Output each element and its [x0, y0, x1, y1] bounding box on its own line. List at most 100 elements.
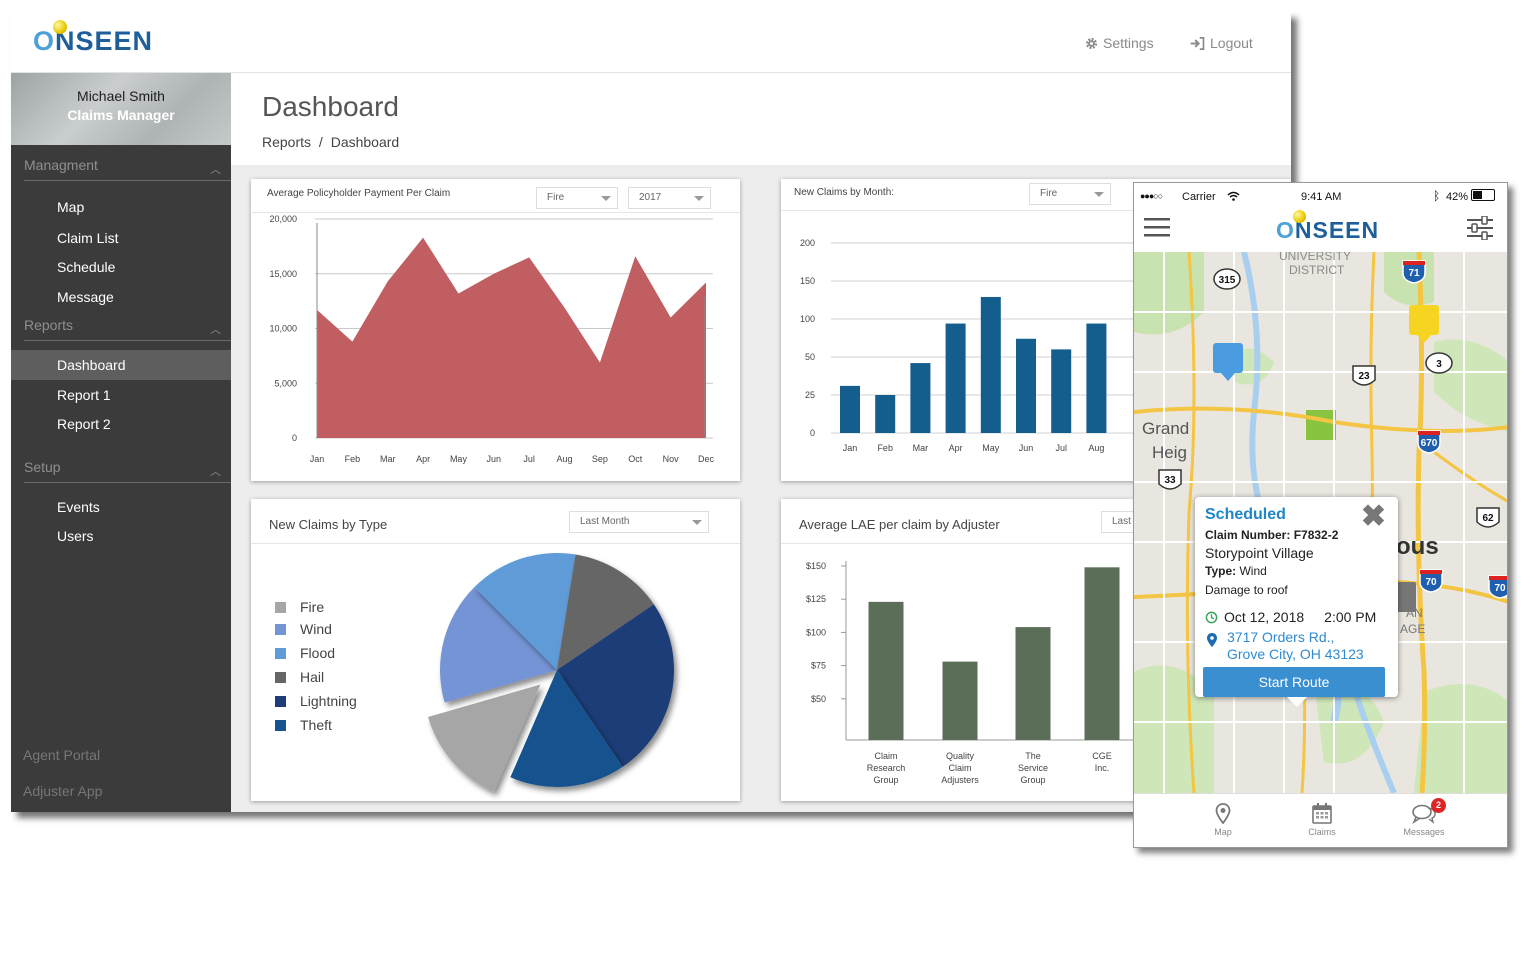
- sidebar-item-users[interactable]: Users: [57, 528, 94, 544]
- sidebar-item-message[interactable]: Message: [57, 289, 114, 305]
- clock-label: 9:41 AM: [1301, 191, 1342, 203]
- bar: [945, 323, 966, 433]
- wifi-icon: [1227, 191, 1240, 201]
- user-name: Michael Smith: [77, 88, 165, 104]
- shield-number: 3: [1436, 359, 1442, 370]
- agent-portal-link[interactable]: Agent Portal: [23, 747, 101, 763]
- hamburger-menu-icon[interactable]: [1144, 217, 1170, 237]
- close-icon[interactable]: ✖: [1360, 500, 1386, 533]
- clock-icon: [1205, 611, 1218, 623]
- pie-slice: [474, 553, 576, 670]
- battery-percent: 42%: [1446, 191, 1469, 203]
- x-tick-label: Jun: [1019, 443, 1034, 453]
- chevron-up-icon: ︿: [210, 164, 221, 176]
- x-tick-label: Group: [1020, 775, 1045, 785]
- shield-number: 71: [1408, 268, 1420, 279]
- x-tick-label: Mar: [913, 443, 929, 453]
- x-tick-label: Jul: [1055, 443, 1067, 453]
- active-item-highlight: [11, 350, 231, 380]
- highway-shield: 71: [1402, 260, 1426, 284]
- sidebar-section-reports[interactable]: Reports ︿: [24, 317, 231, 341]
- claims-map[interactable]: UNIVERSITY DISTRICT Grand Heig ous AN AG…: [1134, 252, 1507, 793]
- settings-link[interactable]: Settings: [1085, 35, 1154, 51]
- onseen-logo[interactable]: ONSEEN: [33, 20, 154, 57]
- settings-label: Settings: [1103, 35, 1154, 51]
- tab-map[interactable]: Map: [1188, 803, 1258, 837]
- legend-item: Flood: [275, 645, 335, 661]
- x-tick-label: Claim: [948, 763, 971, 773]
- bar: [1051, 349, 1072, 433]
- period-filter-dropdown[interactable]: Last Month: [569, 511, 709, 533]
- x-tick-label: Research: [867, 763, 906, 773]
- highway-shield: 23: [1352, 365, 1376, 386]
- bar: [1086, 323, 1107, 433]
- page-header: Dashboard Reports / Dashboard: [231, 73, 1291, 165]
- y-tick-label: 0: [292, 433, 297, 443]
- chevron-up-icon: ︿: [210, 324, 221, 336]
- logo-text: NSEEN: [55, 26, 154, 56]
- tab-messages[interactable]: 2 Messages: [1389, 798, 1459, 837]
- claim-popup: Scheduled ✖ Claim Number: F7832-2 Storyp…: [1195, 497, 1398, 707]
- start-route-button[interactable]: Start Route: [1203, 667, 1385, 697]
- section-label: Managment: [24, 157, 98, 173]
- sidebar-section-management[interactable]: Managment ︿: [24, 157, 231, 181]
- caret-down-icon: [692, 520, 702, 525]
- pin-icon: [53, 20, 67, 34]
- sidebar-item-events[interactable]: Events: [57, 499, 100, 515]
- bar-chart-by-month: 0 25 50 100 150 200 Jan Feb Mar Apr May Jun Jul Aug: [800, 238, 1291, 453]
- x-tick-label: Aug: [557, 454, 573, 464]
- y-tick-label: 150: [800, 276, 815, 286]
- dropdown-value: 2017: [639, 192, 662, 203]
- map-label-grand-line1: Grand: [1142, 419, 1189, 438]
- claim-address-line1[interactable]: 3717 Orders Rd.,: [1227, 629, 1335, 645]
- peril-filter-dropdown[interactable]: Fire: [1029, 183, 1111, 205]
- sidebar-item-report-2[interactable]: Report 2: [57, 416, 111, 432]
- main-content: Dashboard Reports / Dashboard Average Po…: [231, 73, 1291, 812]
- sidebar-item-map[interactable]: Map: [57, 199, 85, 215]
- highway-shield: 670: [1417, 430, 1441, 454]
- panel-divider: [251, 212, 740, 213]
- panel-avg-payment: Average Policyholder Payment Per Claim F…: [251, 179, 740, 481]
- filter-sliders-icon[interactable]: [1467, 216, 1493, 240]
- x-tick-label: Jan: [310, 454, 325, 464]
- shield-number: 315: [1219, 275, 1236, 286]
- sidebar: Michael Smith Claims Manager Managment ︿…: [11, 73, 231, 812]
- bar: [910, 363, 931, 433]
- adjuster-app-link[interactable]: Adjuster App: [23, 783, 103, 799]
- x-tick-label: Aug: [1088, 443, 1104, 453]
- claim-pin-yellow[interactable]: [1409, 305, 1439, 343]
- claim-address-line2[interactable]: Grove City, OH 43123: [1227, 646, 1364, 662]
- highway-shield: 33: [1158, 469, 1182, 490]
- sidebar-item-dashboard[interactable]: Dashboard: [57, 357, 126, 373]
- claim-pin-gray[interactable]: [1396, 582, 1416, 612]
- y-tick-label: 5,000: [274, 378, 297, 388]
- sidebar-item-schedule[interactable]: Schedule: [57, 259, 116, 275]
- bottom-tab-bar: Map Claims 2 Messages: [1134, 793, 1507, 847]
- x-tick-label: Service: [1018, 763, 1048, 773]
- map-label-city: ous: [1396, 533, 1439, 560]
- year-filter-dropdown[interactable]: 2017: [628, 187, 711, 209]
- claim-time: 2:00 PM: [1324, 609, 1377, 625]
- logout-link[interactable]: Logout: [1190, 35, 1253, 51]
- shield-number: 70: [1425, 577, 1437, 588]
- panel-divider: [781, 210, 1291, 211]
- x-tick-label: Dec: [698, 454, 715, 464]
- y-tick-label: $125: [806, 594, 826, 604]
- claim-pin-blue[interactable]: [1213, 343, 1243, 381]
- sidebar-section-setup[interactable]: Setup ︿: [24, 459, 231, 483]
- shield-number: 62: [1482, 513, 1494, 524]
- unread-badge: 2: [1431, 798, 1446, 813]
- sidebar-item-report-1[interactable]: Report 1: [57, 387, 111, 403]
- x-tick-label: Jun: [487, 454, 502, 464]
- tab-claims[interactable]: Claims: [1287, 803, 1357, 837]
- legend-label: Lightning: [300, 693, 357, 709]
- x-tick-label: Feb: [877, 443, 893, 453]
- peril-filter-dropdown[interactable]: Fire: [536, 187, 618, 209]
- panel-divider: [781, 543, 1291, 544]
- claim-location: Storypoint Village: [1205, 545, 1314, 561]
- location-pin-icon: [1207, 633, 1217, 647]
- sidebar-item-claim-list[interactable]: Claim List: [57, 230, 119, 246]
- y-tick-label: $150: [806, 561, 826, 571]
- dropdown-value: Fire: [547, 192, 565, 203]
- breadcrumb-reports[interactable]: Reports: [262, 134, 312, 150]
